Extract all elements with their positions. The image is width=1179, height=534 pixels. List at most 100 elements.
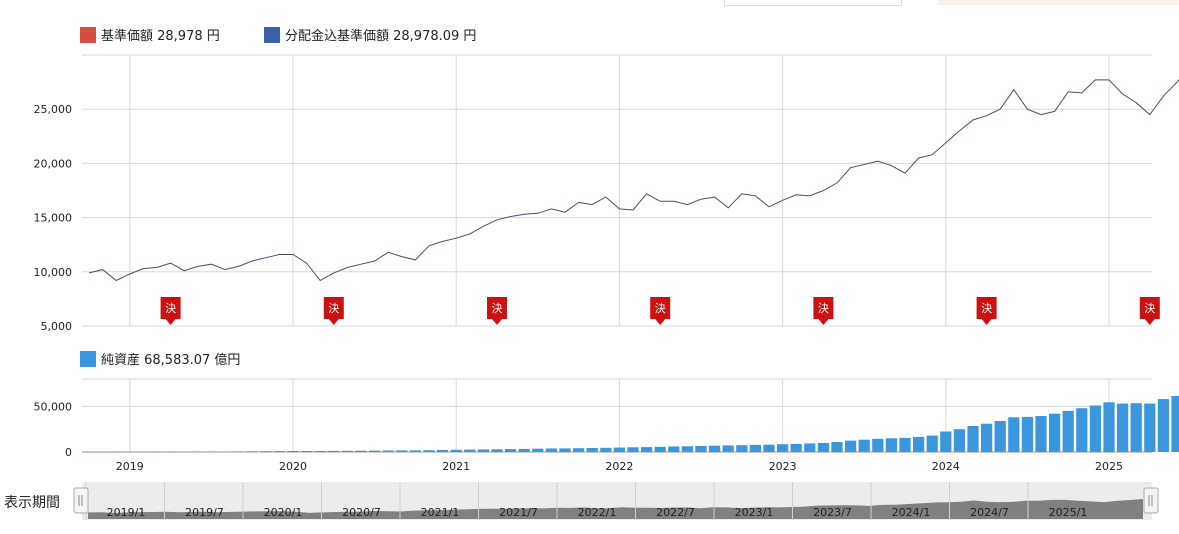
x-axis-labels: 2019 2020 2021 2022 2023 2024 2025: [116, 460, 1123, 473]
nav-bar: [994, 421, 1006, 452]
nav-bar: [545, 448, 557, 452]
navigator-ticklabels: 2019/1 2019/7 2020/1 2020/7 2021/1 2021/7 2022…: [107, 506, 1088, 519]
y-tick-label: 15,000: [34, 212, 73, 225]
navigator-tick-label: 2023/1: [735, 506, 774, 519]
nav-bar: [559, 448, 571, 452]
nav-bar: [654, 446, 666, 452]
nav-bar: [532, 448, 544, 452]
settlement-marker[interactable]: 決: [650, 297, 671, 325]
nav-bar: [913, 436, 925, 452]
nav-bar: [790, 443, 802, 452]
settlement-marker-box: [323, 297, 344, 319]
nav-bar: [491, 449, 503, 452]
navigator-handle-right[interactable]: [1143, 487, 1159, 514]
nav-bar: [328, 450, 340, 452]
nav-bar: [205, 451, 217, 452]
nav-bar: [926, 435, 938, 452]
nav-bar: [97, 451, 109, 453]
nav-bar: [382, 450, 394, 452]
x-tick-label: 2020: [279, 460, 307, 473]
settlement-marker-label: 決: [328, 302, 339, 315]
legend-nav-swatch: [80, 350, 96, 367]
nav-bar: [450, 449, 462, 452]
navigator-tick-label: 2022/1: [578, 506, 617, 519]
price-ticks: 5,000 10,000 15,000 20,000 25,000: [34, 103, 73, 333]
nav-bar: [777, 444, 789, 452]
settlement-marker-box: [813, 297, 834, 319]
settlement-marker-box: [976, 297, 997, 319]
y-tick-label: 50,000: [34, 400, 73, 413]
nav-bar: [369, 450, 381, 452]
legend-dist-label: 分配金込基準価額 28,978.09 円: [285, 29, 477, 44]
settlement-marker-pointer: [818, 319, 829, 325]
settlement-marker-box: [160, 297, 181, 319]
nav-bar: [953, 429, 965, 452]
nav-bar: [124, 451, 136, 453]
nav-bar: [695, 446, 707, 452]
nav-bar: [192, 451, 204, 452]
nav-bar: [613, 447, 625, 452]
navigator[interactable]: 2019/1 2019/7 2020/1 2020/7 2021/1 2021/7 2022…: [73, 482, 1159, 520]
nav-bar: [1062, 410, 1074, 452]
nav-bar: [600, 447, 612, 452]
settlement-marker[interactable]: 決: [323, 297, 344, 325]
nav-bar: [1035, 416, 1047, 452]
nav-bar: [287, 451, 299, 452]
legend-price-label: 基準価額 28,978 円: [101, 29, 220, 44]
nav-bar: [110, 451, 122, 453]
nav-bar: [409, 450, 421, 452]
settlement-marker-pointer: [981, 319, 992, 325]
settlement-marker-pointer: [655, 319, 666, 325]
nav-bar: [899, 437, 911, 452]
legend-price[interactable]: 基準価額 28,978 円: [80, 25, 220, 44]
nav-bar: [831, 442, 843, 452]
nav-bar: [137, 451, 149, 453]
nav-bar: [749, 444, 761, 452]
price-line: [88, 78, 1179, 282]
settlement-marker[interactable]: 決: [487, 297, 507, 325]
nav-bar: [885, 438, 897, 452]
nav-bar: [273, 451, 285, 452]
nav-ticks: 0 50,000: [34, 400, 73, 459]
nav-bar: [233, 451, 245, 452]
legend-nav[interactable]: 純資産 68,583.07 億円: [80, 349, 240, 368]
navigator-tick-label: 2024/7: [970, 506, 1009, 519]
x-tick-label: 2024: [932, 460, 960, 473]
nav-bar: [1089, 405, 1101, 452]
nav-bar: [314, 451, 326, 452]
settlement-marker-pointer: [492, 319, 502, 325]
navigator-tick-label: 2019/1: [107, 506, 146, 519]
nav-bar: [464, 449, 476, 452]
nav-bar: [817, 442, 829, 452]
settlement-marker-label: 決: [492, 302, 503, 315]
navigator-tick-label: 2025/1: [1049, 506, 1088, 519]
settlement-marker-box: [650, 297, 671, 319]
legend-dist[interactable]: 分配金込基準価額 28,978.09 円: [264, 25, 476, 44]
settlement-marker-label: 決: [1144, 302, 1155, 315]
y-tick-label: 10,000: [34, 266, 73, 279]
nav-bar: [763, 444, 775, 452]
nav-bar: [845, 440, 857, 452]
settlement-marker[interactable]: 決: [160, 297, 181, 325]
navigator-tick-label: 2019/7: [185, 506, 224, 519]
settlement-marker[interactable]: 決: [1139, 297, 1160, 325]
navigator-tick-label: 2020/1: [264, 506, 303, 519]
x-tick-label: 2021: [442, 460, 470, 473]
nav-bar: [1008, 417, 1020, 452]
settlement-marker[interactable]: 決: [976, 297, 997, 325]
nav-bar: [1021, 416, 1033, 452]
navigator-tick-label: 2020/7: [342, 506, 381, 519]
settlement-marker[interactable]: 決: [813, 297, 834, 325]
nav-bar: [872, 438, 884, 452]
nav-bar: [301, 451, 313, 452]
nav-bar: [627, 447, 639, 452]
nav-bar: [1103, 402, 1115, 452]
navigator-tick-label: 2023/7: [813, 506, 852, 519]
nav-bar: [219, 451, 231, 452]
price-grid: [82, 54, 1152, 327]
nav-bar: [178, 451, 190, 453]
nav-bar: [1117, 403, 1129, 452]
nav-bar: [1171, 395, 1179, 452]
navigator-handle-left[interactable]: [73, 487, 89, 514]
